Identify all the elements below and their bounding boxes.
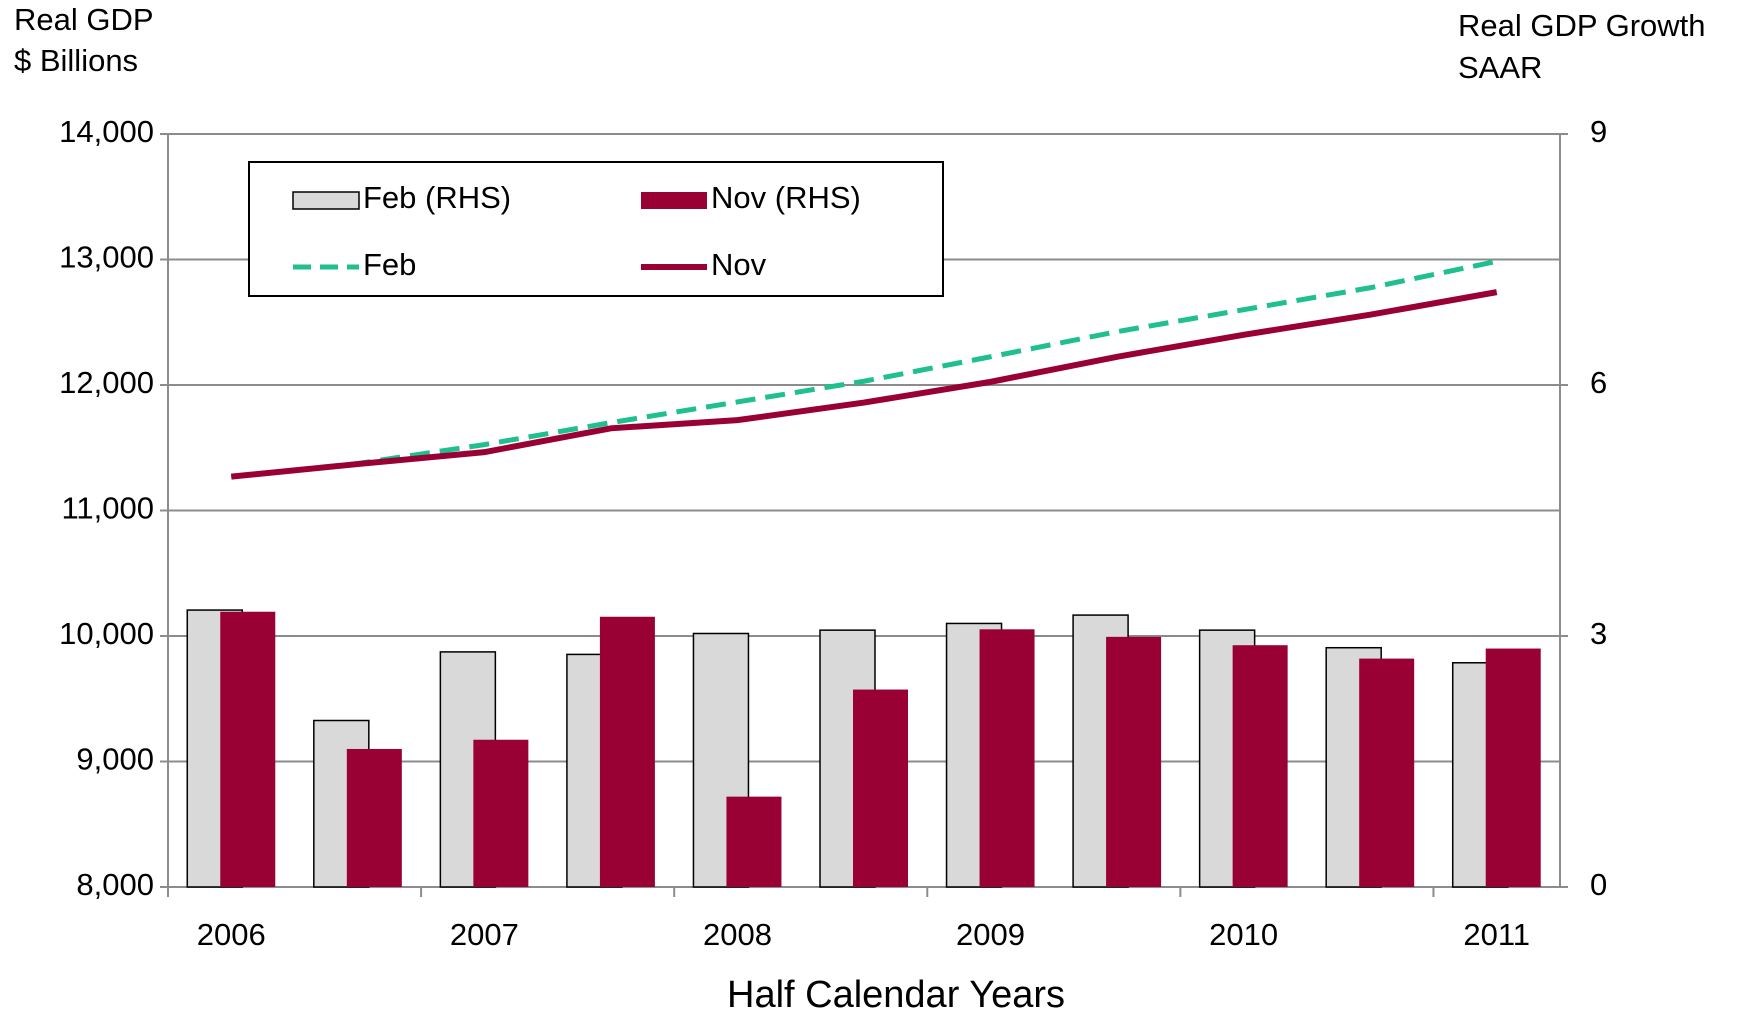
y-tick-label: 12,000 — [59, 365, 154, 400]
y2-axis-label: SAAR — [1458, 50, 1542, 85]
y-tick-label: 14,000 — [59, 114, 154, 149]
y2-tick-label: 0 — [1590, 867, 1607, 902]
legend-label: Feb (RHS) — [363, 180, 511, 215]
x-tick-label: 2009 — [956, 917, 1025, 952]
legend-label: Nov — [711, 247, 767, 282]
bar — [473, 739, 529, 887]
bar — [726, 796, 782, 887]
bar — [1359, 658, 1415, 887]
bar — [220, 611, 276, 887]
legend-label: Feb — [363, 247, 416, 282]
y-axis-label: Real GDP — [14, 2, 154, 37]
y-tick-label: 13,000 — [59, 240, 154, 275]
x-tick-label: 2011 — [1463, 917, 1530, 952]
legend-label: Nov (RHS) — [711, 180, 861, 215]
x-axis-label: Half Calendar Years — [727, 974, 1065, 1016]
legend-swatch — [292, 191, 360, 210]
bar — [346, 748, 402, 887]
y-tick-label: 8,000 — [76, 867, 154, 902]
bar — [979, 629, 1035, 887]
y-tick-label: 9,000 — [76, 742, 154, 777]
y2-tick-label: 3 — [1590, 616, 1607, 651]
line — [230, 289, 1498, 480]
y-axis-label: $ Billions — [14, 43, 138, 78]
bar — [1232, 645, 1288, 887]
x-tick-label: 2006 — [197, 917, 266, 952]
y2-axis-label: Real GDP Growth — [1458, 8, 1706, 43]
bar — [1106, 636, 1162, 887]
legend-box — [248, 161, 944, 297]
y-tick-label: 10,000 — [59, 616, 154, 651]
y2-tick-label: 9 — [1590, 114, 1607, 149]
x-tick-label: 2008 — [703, 917, 772, 952]
y-tick-label: 11,000 — [61, 491, 154, 526]
bar — [1485, 648, 1541, 887]
x-tick-label: 2007 — [450, 917, 519, 952]
y2-tick-label: 6 — [1590, 365, 1607, 400]
legend-swatch — [641, 192, 707, 209]
line — [231, 258, 1498, 480]
bar — [853, 689, 908, 887]
x-tick-label: 2010 — [1209, 917, 1278, 952]
bar — [599, 616, 655, 887]
